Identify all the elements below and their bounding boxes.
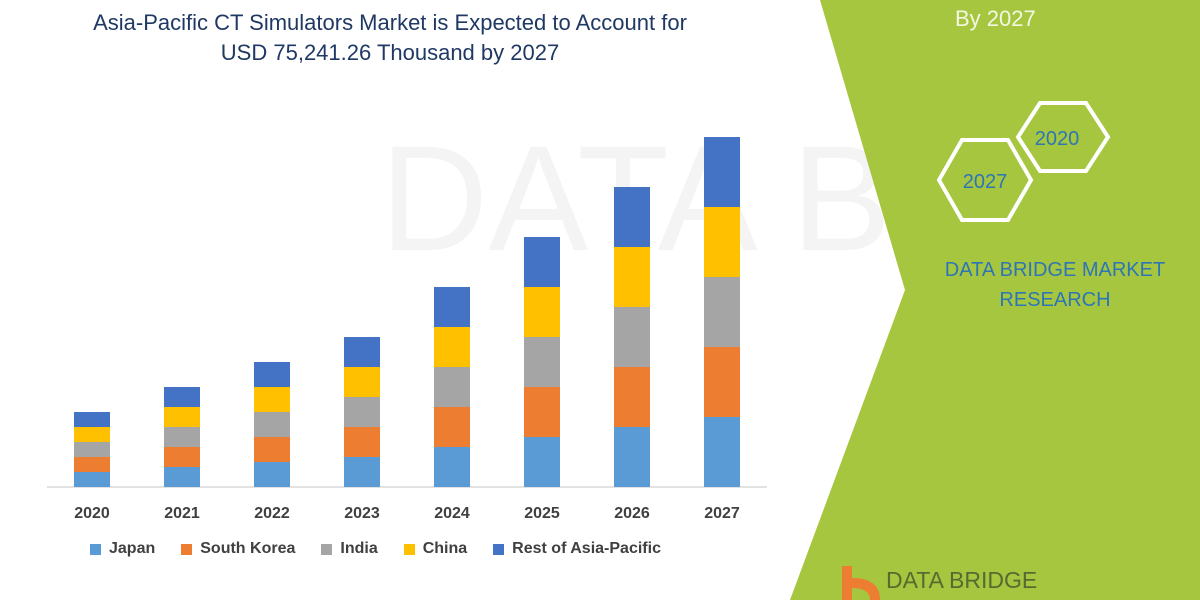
bar-2023-india bbox=[344, 397, 380, 427]
legend-label: India bbox=[340, 540, 378, 557]
bar-2024-rest-of-asia-pacific bbox=[434, 287, 470, 327]
bar-2020-china bbox=[74, 427, 110, 442]
x-tick-label: 2025 bbox=[524, 505, 560, 522]
logo-text: DATA BRIDGE bbox=[886, 567, 1038, 593]
bar-2025-india bbox=[524, 337, 560, 387]
legend-item: South Korea bbox=[181, 540, 295, 558]
legend-swatch bbox=[493, 543, 505, 555]
legend-label: Japan bbox=[109, 540, 156, 557]
legend-item: China bbox=[403, 540, 468, 558]
bar-2021-south-korea bbox=[164, 447, 200, 467]
bar-2020-rest-of-asia-pacific bbox=[74, 412, 110, 427]
bar-2025-south-korea bbox=[524, 387, 560, 437]
hexagon-2020 bbox=[1015, 101, 1111, 173]
chart-title: Asia-Pacific CT Simulators Market is Exp… bbox=[30, 8, 750, 68]
hex-label-2020: 2020 bbox=[1035, 128, 1080, 150]
bar-2024-india bbox=[434, 367, 470, 407]
bar-2024-japan bbox=[434, 447, 470, 487]
bar-2022-rest-of-asia-pacific bbox=[254, 362, 290, 387]
brand-name: DATA BRIDGE MARKET RESEARCH bbox=[925, 255, 1185, 315]
legend-swatch bbox=[321, 543, 333, 555]
bar-2026-japan bbox=[614, 427, 650, 487]
bar-2023-china bbox=[344, 367, 380, 397]
bar-2026-india bbox=[614, 307, 650, 367]
panel-subtitle: By 2027 bbox=[955, 6, 1036, 31]
legend-swatch bbox=[403, 543, 415, 555]
bar-2022-south-korea bbox=[254, 437, 290, 462]
bar-2021-rest-of-asia-pacific bbox=[164, 387, 200, 407]
bar-2025-china bbox=[524, 287, 560, 337]
hexagon-2027 bbox=[936, 138, 1034, 222]
bar-2026-rest-of-asia-pacific bbox=[614, 187, 650, 247]
brand-line-2: RESEARCH bbox=[999, 289, 1111, 311]
bar-2025-rest-of-asia-pacific bbox=[524, 237, 560, 287]
logo-icon bbox=[842, 566, 880, 600]
legend-label: Rest of Asia-Pacific bbox=[512, 540, 661, 557]
legend-label: China bbox=[422, 540, 468, 557]
x-tick-label: 2027 bbox=[704, 505, 740, 522]
legend-swatch bbox=[181, 543, 193, 555]
bar-2027-india bbox=[704, 277, 740, 347]
legend-item: Rest of Asia-Pacific bbox=[493, 540, 661, 558]
bar-2022-japan bbox=[254, 462, 290, 487]
x-tick-label: 2024 bbox=[434, 505, 470, 522]
bar-2026-south-korea bbox=[614, 367, 650, 427]
legend-label: South Korea bbox=[200, 540, 296, 557]
title-line-2: USD 75,241.26 Thousand by 2027 bbox=[220, 40, 560, 65]
x-tick-label: 2022 bbox=[254, 505, 290, 522]
title-line-1: Asia-Pacific CT Simulators Market is Exp… bbox=[93, 10, 687, 35]
bar-2026-china bbox=[614, 247, 650, 307]
legend-item: Japan bbox=[90, 540, 155, 558]
legend-item: India bbox=[321, 540, 378, 558]
bar-2021-china bbox=[164, 407, 200, 427]
x-tick-label: 2023 bbox=[344, 505, 380, 522]
x-tick-label: 2021 bbox=[164, 505, 200, 522]
legend: Japan South Korea India China Rest of Asia-P… bbox=[90, 540, 661, 558]
bar-2023-japan bbox=[344, 457, 380, 487]
bar-2022-china bbox=[254, 387, 290, 412]
bar-2020-japan bbox=[74, 472, 110, 487]
bar-2023-south-korea bbox=[344, 427, 380, 457]
bar-2022-india bbox=[254, 412, 290, 437]
bar-2024-south-korea bbox=[434, 407, 470, 447]
hex-label-2027: 2027 bbox=[963, 171, 1008, 193]
bar-2024-china bbox=[434, 327, 470, 367]
brand-line-1: DATA BRIDGE MARKET bbox=[944, 259, 1166, 281]
bar-2023-rest-of-asia-pacific bbox=[344, 337, 380, 367]
bar-2020-south-korea bbox=[74, 457, 110, 472]
bar-2027-japan bbox=[704, 417, 740, 487]
x-tick-label: 2020 bbox=[74, 505, 110, 522]
bar-2025-japan bbox=[524, 437, 560, 487]
bar-2021-india bbox=[164, 427, 200, 447]
bar-2021-japan bbox=[164, 467, 200, 487]
bar-2027-rest-of-asia-pacific bbox=[704, 137, 740, 207]
bar-2020-india bbox=[74, 442, 110, 457]
bar-2027-china bbox=[704, 207, 740, 277]
bar-2027-south-korea bbox=[704, 347, 740, 417]
x-tick-label: 2026 bbox=[614, 505, 650, 522]
legend-swatch bbox=[90, 543, 101, 555]
